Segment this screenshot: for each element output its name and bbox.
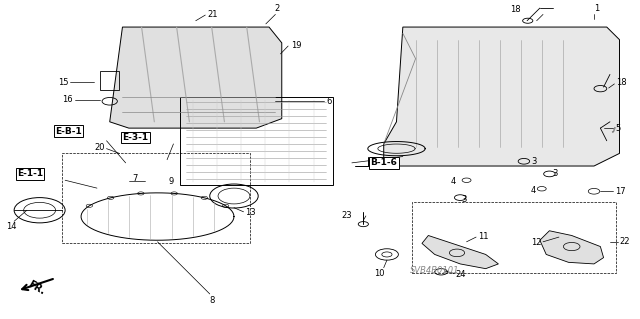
Text: J: J <box>612 126 616 132</box>
Text: 3: 3 <box>532 157 537 166</box>
Text: 12: 12 <box>531 238 541 247</box>
Text: 10: 10 <box>374 269 385 278</box>
Text: 7: 7 <box>132 174 138 183</box>
Text: 1: 1 <box>595 4 600 13</box>
Bar <box>412 202 616 273</box>
Polygon shape <box>109 27 282 128</box>
Text: 8: 8 <box>209 296 214 305</box>
Text: 15: 15 <box>58 78 68 87</box>
Bar <box>180 97 333 185</box>
Text: 22: 22 <box>620 237 630 246</box>
Text: FR.: FR. <box>26 279 47 296</box>
Text: 18: 18 <box>510 5 521 14</box>
Text: B-1-6: B-1-6 <box>371 158 397 167</box>
Bar <box>100 71 119 90</box>
Text: 9: 9 <box>169 177 174 186</box>
Text: 3: 3 <box>461 195 467 204</box>
Text: E-1-1: E-1-1 <box>17 169 43 178</box>
Polygon shape <box>422 235 499 269</box>
Text: 13: 13 <box>245 208 255 217</box>
Text: 20: 20 <box>94 143 104 152</box>
Text: 5: 5 <box>615 124 620 133</box>
Text: 18: 18 <box>616 78 627 87</box>
Text: E-B-1: E-B-1 <box>55 127 82 136</box>
Text: 21: 21 <box>207 10 218 19</box>
Text: 2: 2 <box>275 4 280 13</box>
Text: 4: 4 <box>530 186 536 195</box>
Text: 23: 23 <box>341 211 352 220</box>
Text: 19: 19 <box>291 41 302 50</box>
Text: SVB4B0101: SVB4B0101 <box>410 266 460 275</box>
Text: 6: 6 <box>326 97 332 106</box>
Text: 3: 3 <box>552 169 558 178</box>
Text: 24: 24 <box>456 270 466 279</box>
Text: 4: 4 <box>451 177 456 186</box>
Text: E-3-1: E-3-1 <box>122 133 148 142</box>
Bar <box>62 153 250 243</box>
Text: 16: 16 <box>62 95 73 104</box>
Polygon shape <box>384 27 620 166</box>
Text: 11: 11 <box>478 232 488 241</box>
Text: 17: 17 <box>615 187 626 196</box>
Text: 14: 14 <box>6 222 16 231</box>
Polygon shape <box>540 231 604 264</box>
